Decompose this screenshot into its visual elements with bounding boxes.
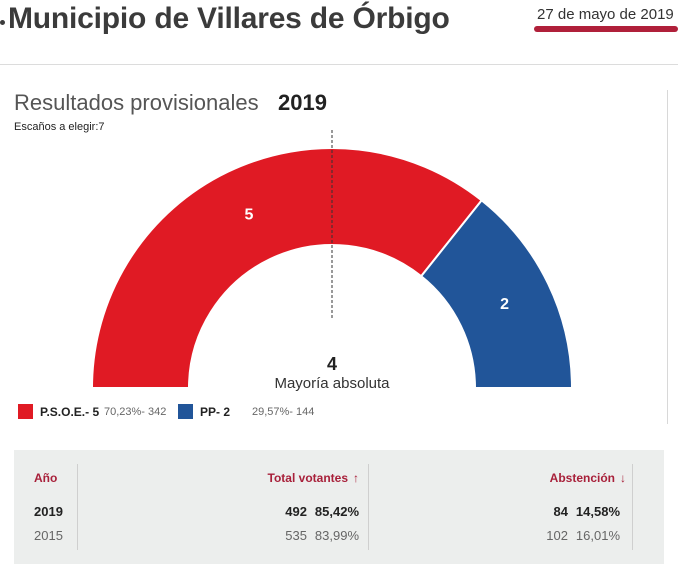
title-bullet xyxy=(0,20,5,25)
majority-number: 4 xyxy=(326,354,337,374)
row-2015-abstention-pct: 16,01% xyxy=(575,528,620,543)
row-2019-voters-pct: 85,42% xyxy=(314,504,359,519)
legend-detail-psoe: 70,23%- 342 xyxy=(104,406,167,418)
column-separator xyxy=(632,464,633,550)
row-2019-abstention-pct: 14,58% xyxy=(575,504,620,519)
column-separator xyxy=(368,464,369,550)
results-year: 2019 xyxy=(278,90,327,115)
election-date: 27 de mayo de 2019 xyxy=(537,6,674,23)
seat-count-label: 5 xyxy=(244,207,253,224)
row-2019-abstention: 84 xyxy=(553,504,568,519)
row-2015-abstention: 102 xyxy=(546,528,568,543)
sort-up-icon: ↑ xyxy=(353,471,359,485)
row-2015-year: 2015 xyxy=(34,528,63,543)
legend-swatch-pp xyxy=(178,404,193,419)
hemicycle-segment-psoe xyxy=(90,147,484,389)
header-year: Año xyxy=(34,471,58,485)
panel-divider xyxy=(667,90,668,424)
municipality-title: Municipio de Villares de Órbigo xyxy=(8,2,450,35)
row-2019-year: 2019 xyxy=(34,504,63,519)
legend-party-pp: PP- 2 xyxy=(200,405,231,419)
legend-detail-pp: 29,57%- 144 xyxy=(252,406,315,418)
row-2015-voters: 535 xyxy=(285,528,307,543)
legend-swatch-psoe xyxy=(18,404,33,419)
legend-party-psoe: P.S.O.E.- 5 xyxy=(40,405,100,419)
row-2015-voters-pct: 83,99% xyxy=(314,528,359,543)
majority-label: Mayoría absoluta xyxy=(274,375,390,392)
results-title: Resultados provisionales xyxy=(14,90,259,115)
row-2019-voters: 492 xyxy=(285,504,307,519)
header-abstention[interactable]: Abstención ↓ xyxy=(549,471,626,485)
turnout-table: Año Total votantes ↑ Abstención ↓ 2019 492… xyxy=(14,450,664,564)
hemicycle-segment-pp xyxy=(419,198,574,389)
seats-to-elect-label: Escaños a elegir:7 xyxy=(14,121,105,133)
column-separator xyxy=(77,464,78,550)
header-total-voters[interactable]: Total votantes ↑ xyxy=(267,471,359,485)
seat-count-label: 2 xyxy=(500,296,509,313)
sort-down-icon: ↓ xyxy=(620,471,626,485)
hemicycle-chart: 52 xyxy=(90,130,574,389)
page-header: Municipio de Villares de Órbigo 27 de ma… xyxy=(0,0,678,65)
date-underline xyxy=(534,26,678,32)
